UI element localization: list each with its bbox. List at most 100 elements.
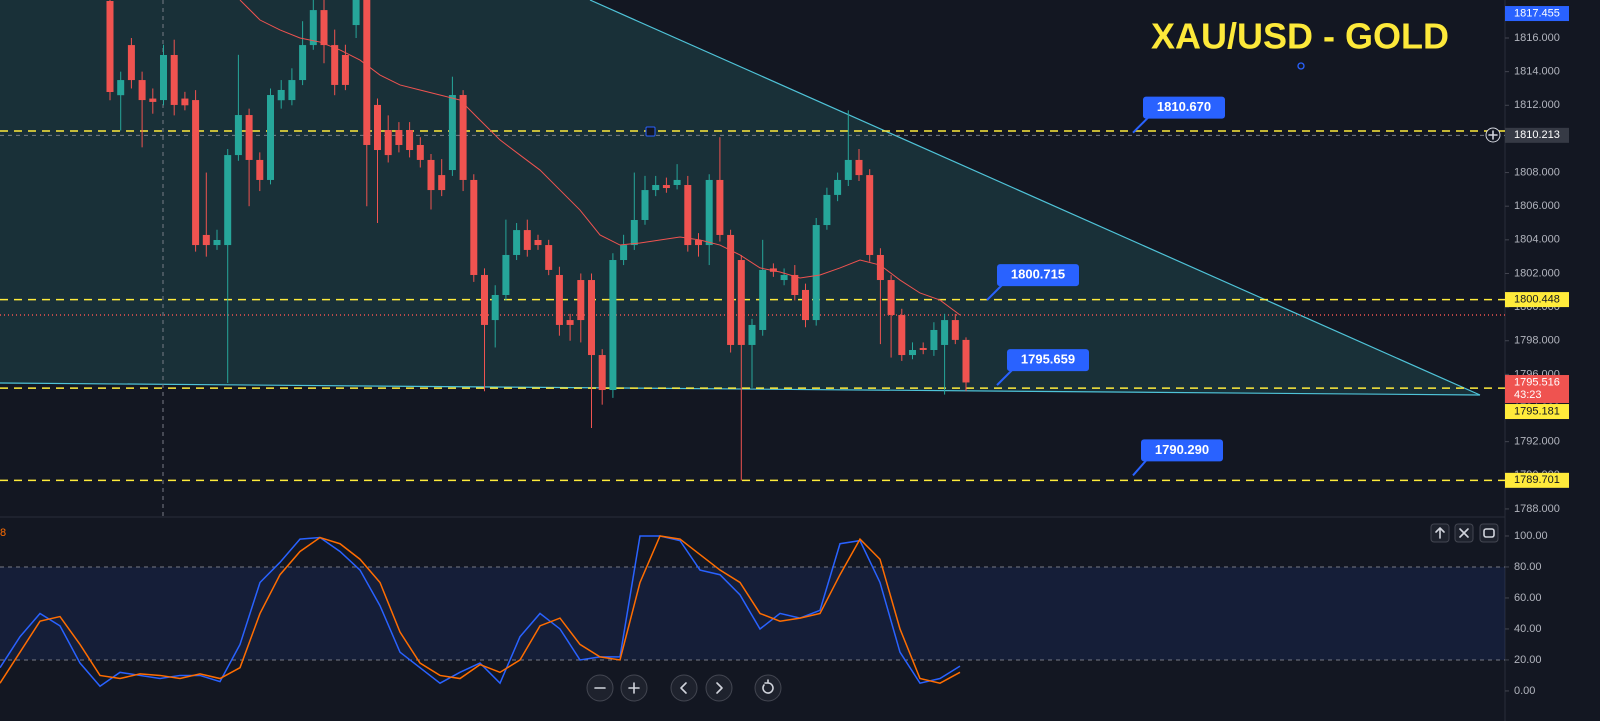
candle-body: [727, 234, 735, 345]
countdown: 43:23: [1514, 389, 1542, 401]
candle-body: [224, 155, 232, 246]
candle-body: [384, 130, 392, 156]
candle-body: [919, 347, 927, 350]
candle-body: [160, 54, 167, 101]
callout-label: 1810.670: [1157, 99, 1211, 114]
callout-label: 1800.715: [1011, 267, 1065, 282]
candle-body: [470, 179, 478, 275]
y-tick-label: 1798.000: [1514, 335, 1560, 347]
callout-pointer: [1132, 458, 1148, 477]
candle-body: [513, 230, 521, 255]
candle-body: [673, 179, 681, 186]
candle-body: [234, 115, 242, 156]
candle-body: [898, 315, 906, 356]
candle-body: [855, 159, 863, 176]
chart-title: XAU/USD - GOLD: [1151, 16, 1449, 57]
drawing-handle[interactable]: [1297, 62, 1305, 70]
candle-body: [459, 95, 467, 180]
callout-box: [1141, 439, 1223, 462]
candle-body: [748, 324, 756, 345]
candle-body: [106, 1, 114, 92]
callout-box: [1143, 96, 1225, 119]
last-price-badge-label: 1795.516: [1514, 376, 1560, 388]
icon: [1435, 527, 1445, 539]
top-badge-label: 1817.455: [1514, 7, 1560, 19]
candle-body: [909, 349, 916, 356]
candle-body: [930, 329, 938, 350]
candle-body: [951, 320, 959, 340]
crosshair-badge: [1505, 127, 1569, 143]
y-tick-label: 1816.000: [1514, 32, 1560, 44]
candle-body: [620, 245, 628, 261]
main-pane: 1810.670 1800.715 1795.659 1790.290: [0, 0, 1509, 510]
candle-body: [523, 230, 531, 250]
candle-body: [213, 240, 221, 246]
top-badge: [1505, 6, 1569, 22]
candle-body: [491, 295, 499, 321]
candle-body: [887, 280, 895, 316]
candle-body: [149, 98, 157, 102]
level-badge-label: 1795.181: [1514, 405, 1560, 417]
candle-body: [609, 260, 617, 391]
candle-body: [684, 185, 692, 246]
candle-body: [192, 100, 200, 246]
candle-body: [759, 269, 767, 330]
band-fill: [0, 566, 1505, 660]
level-badge: [1505, 292, 1569, 308]
level-badge-label: 1789.701: [1514, 474, 1560, 486]
candle-body: [534, 240, 542, 246]
candle-body: [363, 0, 371, 145]
callout-pointer: [1132, 115, 1150, 134]
candle-body: [320, 10, 328, 46]
reset-button[interactable]: [754, 674, 782, 702]
y-tick-label: 20.00: [1514, 654, 1542, 666]
candle-body: [331, 45, 339, 85]
candle-body: [288, 80, 296, 101]
y-tick-label: 80.00: [1514, 561, 1542, 573]
y-tick-label: 1802.000: [1514, 267, 1560, 279]
candle-body: [737, 260, 745, 345]
candle-body: [941, 320, 949, 345]
icon: [680, 682, 687, 694]
candle-body: [277, 89, 285, 101]
candle-body: [791, 274, 799, 296]
candle-body: [598, 355, 606, 391]
crosshair-badge-label: 1810.213: [1514, 129, 1560, 141]
candle-body: [652, 185, 660, 191]
y-tick-label: 1804.000: [1514, 234, 1560, 246]
y-tick-label: 40.00: [1514, 623, 1542, 635]
maximize-button[interactable]: [1479, 523, 1499, 543]
candle-body: [705, 179, 713, 246]
candle-body: [267, 95, 274, 180]
candle-body: [812, 225, 820, 321]
candle-body: [448, 95, 456, 171]
candle-body: [299, 45, 307, 81]
navigation-buttons: [586, 674, 782, 702]
callout-pointer: [986, 283, 1004, 301]
oscillator: 0.00 20.00 40.00 60.00 80.00 100.00: [0, 530, 1548, 697]
icon: [762, 679, 774, 694]
candle-body: [127, 45, 135, 81]
y-tick-label: 1812.000: [1514, 99, 1560, 111]
scroll-right-button[interactable]: [705, 674, 733, 702]
candle-body: [256, 159, 264, 180]
candle-body: [309, 10, 317, 46]
triangle-lower-line: [0, 382, 1481, 396]
candle-body: [962, 339, 970, 383]
level-badge: [1505, 472, 1569, 488]
icon: [1488, 130, 1498, 140]
scroll-left-button[interactable]: [670, 674, 698, 702]
icon: [1483, 528, 1495, 538]
candle-body: [170, 54, 178, 105]
candle-body: [352, 0, 360, 26]
icon: [716, 682, 723, 694]
candle-body: [545, 245, 553, 270]
y-tick-label: 0.00: [1514, 685, 1535, 697]
candle-body: [245, 115, 253, 160]
drawing-handle[interactable]: [645, 126, 656, 137]
candle-body: [341, 54, 349, 85]
candle-body: [695, 240, 702, 246]
indicator-value: 8: [0, 527, 6, 539]
candle-body: [823, 194, 831, 226]
candle-body: [555, 274, 563, 325]
